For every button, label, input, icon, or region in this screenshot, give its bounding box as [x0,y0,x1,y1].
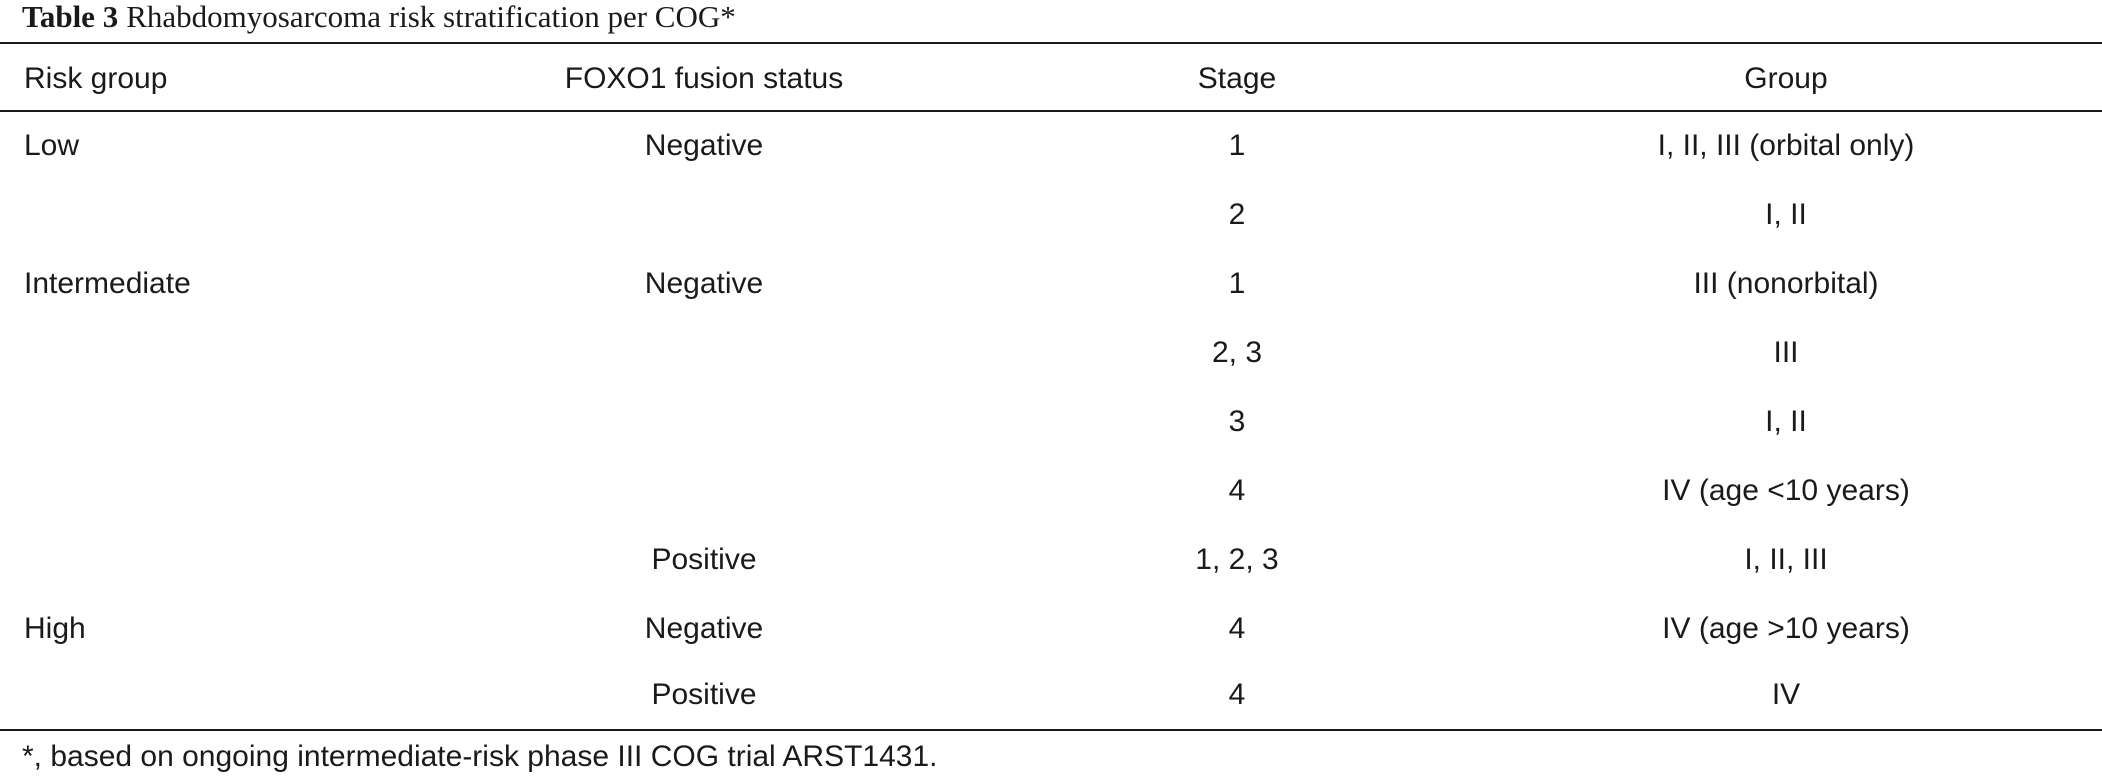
header-foxo1-fusion-status: FOXO1 fusion status [564,61,844,95]
table-title: Rhabdomyosarcoma risk stratification per… [126,0,736,34]
cell-stage: 2 [1228,197,1246,231]
cell-risk-group [24,525,524,594]
header-stage: Stage [1197,61,1277,95]
cell-group: III (nonorbital) [1693,266,1879,300]
top-rule [0,42,2102,44]
cell-foxo1-status: Positive [651,677,757,711]
cell-stage: 1, 2, 3 [1195,542,1279,576]
cell-group: IV (age >10 years) [1662,611,1910,645]
table-row: 3 I, II [0,387,2102,456]
cell-group: IV [1771,677,1801,711]
cell-foxo1-status [504,456,904,525]
cell-group: I, II [1765,404,1807,438]
cell-stage: 3 [1228,404,1246,438]
cell-risk-group: High [24,611,86,645]
header-rule [0,110,2102,112]
cell-foxo1-status: Negative [644,266,764,300]
cell-risk-group [24,387,524,456]
table-row: Intermediate Negative 1 III (nonorbital) [0,249,2102,318]
cell-group: III [1773,335,1799,369]
table-row: Positive 4 IV [0,660,2102,729]
table-row: Low Negative 1 I, II, III (orbital only) [0,111,2102,180]
cell-risk-group [24,180,524,249]
cell-group: I, II, III (orbital only) [1657,128,1915,162]
cell-stage: 2, 3 [1211,335,1263,369]
cell-foxo1-status: Negative [644,611,764,645]
cell-group: I, II, III [1744,542,1828,576]
header-group: Group [1744,61,1828,95]
table-row: 4 IV (age <10 years) [0,456,2102,525]
table-caption: Table 3 Rhabdomyosarcoma risk stratificat… [22,0,736,40]
cell-stage: 1 [1228,128,1246,162]
table-header-row: Risk group FOXO1 fusion status Stage Gro… [0,44,2102,113]
cell-stage: 4 [1228,677,1246,711]
cell-foxo1-status [504,180,904,249]
cell-risk-group [24,660,524,729]
table-row: 2 I, II [0,180,2102,249]
table-row: High Negative 4 IV (age >10 years) [0,594,2102,663]
table-row: 2, 3 III [0,318,2102,387]
cell-foxo1-status: Positive [651,542,757,576]
cell-stage: 4 [1228,611,1246,645]
cell-stage: 1 [1228,266,1246,300]
cell-risk-group: Intermediate [24,266,191,300]
cell-foxo1-status: Negative [644,128,764,162]
cell-risk-group [24,318,524,387]
table-number: Table 3 [22,0,119,34]
cell-stage: 4 [1228,473,1246,507]
cell-foxo1-status [504,387,904,456]
header-risk-group: Risk group [24,61,168,95]
cell-foxo1-status [504,318,904,387]
bottom-rule [0,729,2102,731]
cell-risk-group [24,456,524,525]
cell-group: IV (age <10 years) [1662,473,1910,507]
cell-risk-group: Low [24,128,80,162]
table-row: Positive 1, 2, 3 I, II, III [0,525,2102,594]
cell-group: I, II [1765,197,1807,231]
table-footnote: *, based on ongoing intermediate-risk ph… [22,740,938,773]
